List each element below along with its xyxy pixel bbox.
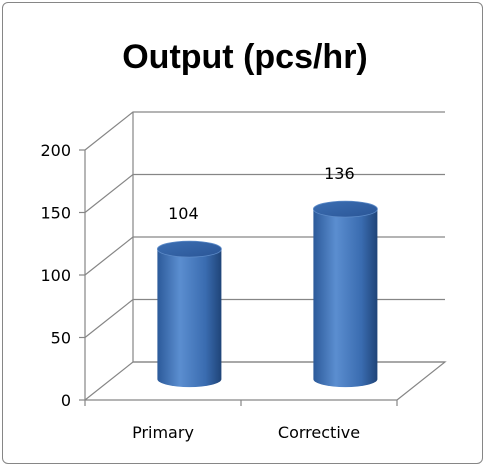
bar-body: [313, 209, 378, 388]
gridlines: [84, 111, 445, 401]
gridline: [84, 236, 445, 276]
gridline: [84, 298, 445, 338]
data-label: 136: [324, 164, 355, 183]
labels: 0 50 100 150 200 104 Primary 136 Corrective: [40, 141, 360, 442]
category-label: Primary: [132, 423, 194, 442]
chart-title: Output (pcs/hr): [122, 38, 368, 76]
bar-body: [157, 249, 222, 388]
gridline: [84, 111, 445, 151]
y-tick-label: 100: [40, 266, 71, 285]
floor: [85, 361, 447, 401]
chart-frame: [2, 2, 483, 464]
gridline: [84, 361, 445, 401]
bar: [156, 240, 222, 388]
y-tick-label: 200: [40, 141, 71, 160]
y-tick-label: 150: [40, 204, 71, 223]
category-label: Corrective: [278, 423, 360, 442]
y-tick-label: 0: [61, 391, 71, 410]
bar-top: [312, 200, 378, 218]
bar: [312, 200, 378, 388]
bar-top: [156, 240, 222, 258]
data-label: 104: [168, 204, 199, 223]
axes: [79, 112, 447, 406]
gridline: [84, 173, 445, 213]
bars: [156, 200, 378, 388]
y-tick-label: 50: [51, 329, 71, 348]
